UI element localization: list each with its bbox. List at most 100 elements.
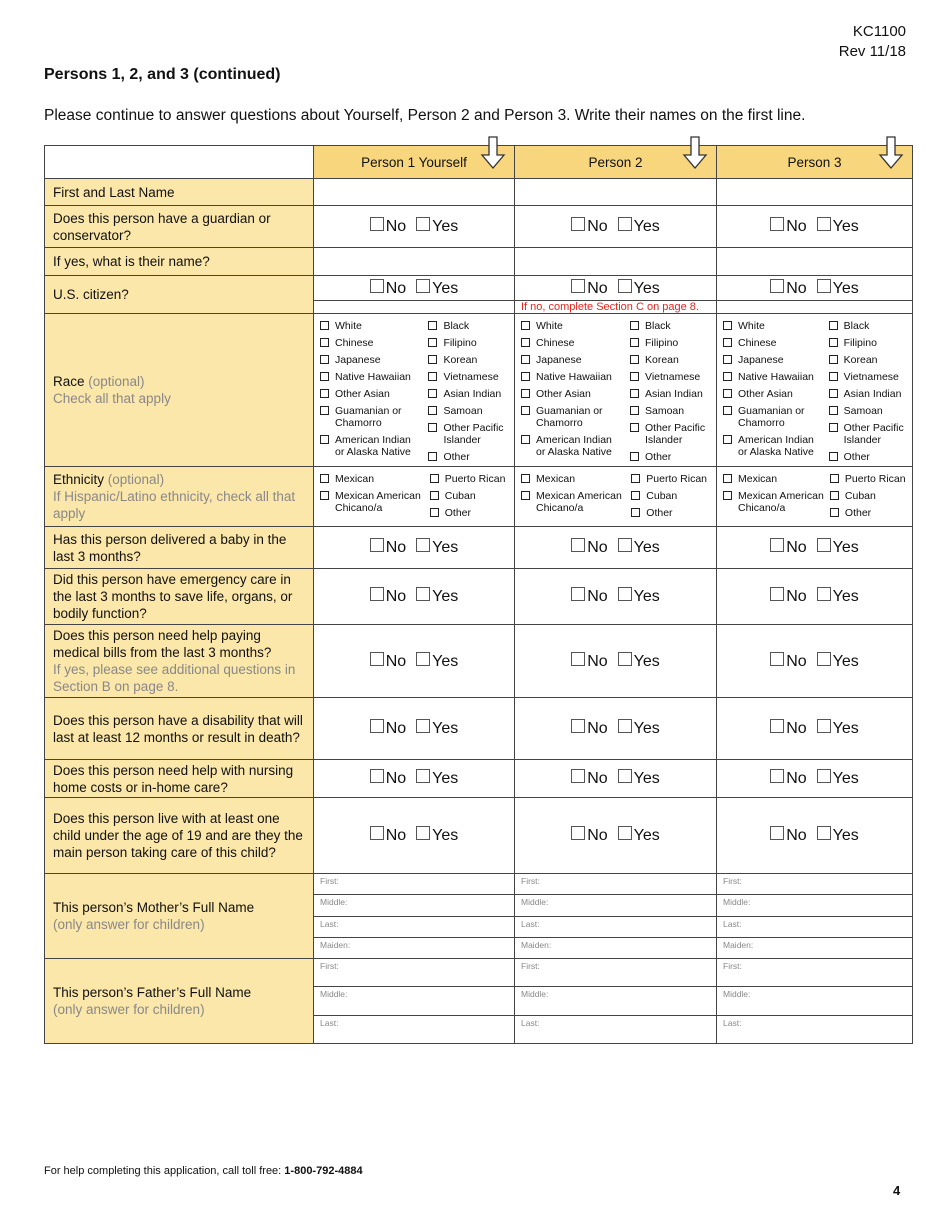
no-option[interactable]: No bbox=[770, 651, 807, 671]
yes-option[interactable]: Yes bbox=[416, 278, 458, 298]
option-guamanian-or-chamorro[interactable]: Guamanian or Chamorro bbox=[723, 405, 829, 429]
option-mexican-american-chicano-a[interactable]: Mexican American Chicano/a bbox=[723, 490, 830, 514]
yes-checkbox[interactable] bbox=[617, 538, 632, 552]
no-checkbox[interactable] bbox=[770, 587, 785, 601]
no-option[interactable]: No bbox=[369, 769, 406, 788]
yes-option[interactable]: Yes bbox=[416, 826, 458, 845]
no-checkbox[interactable] bbox=[571, 587, 586, 601]
option-vietnamese[interactable]: Vietnamese bbox=[428, 371, 514, 383]
yes-option[interactable]: Yes bbox=[416, 651, 458, 671]
yes-checkbox[interactable] bbox=[816, 217, 831, 231]
checkbox[interactable] bbox=[723, 491, 732, 500]
checkbox[interactable] bbox=[828, 452, 838, 461]
guardian_name-person-3-input[interactable] bbox=[716, 247, 913, 276]
yes-option[interactable]: Yes bbox=[816, 538, 859, 557]
checkbox[interactable] bbox=[630, 355, 639, 364]
checkbox[interactable] bbox=[828, 389, 838, 398]
checkbox[interactable] bbox=[320, 321, 329, 330]
checkbox[interactable] bbox=[521, 435, 530, 444]
yes-option[interactable]: Yes bbox=[816, 278, 859, 298]
mother-person-1-middle-field[interactable]: Middle: bbox=[313, 894, 515, 917]
option-black[interactable]: Black bbox=[828, 320, 912, 332]
mother-person-1-last-field[interactable]: Last: bbox=[313, 916, 515, 938]
checkbox[interactable] bbox=[630, 452, 639, 461]
yes-checkbox[interactable] bbox=[816, 651, 831, 666]
checkbox[interactable] bbox=[521, 372, 530, 381]
no-option[interactable]: No bbox=[770, 719, 807, 738]
yes-checkbox[interactable] bbox=[617, 278, 632, 293]
yes-option[interactable]: Yes bbox=[416, 719, 458, 738]
father-person-2-last-field[interactable]: Last: bbox=[514, 1015, 717, 1044]
option-black[interactable]: Black bbox=[630, 320, 716, 332]
yes-option[interactable]: Yes bbox=[416, 587, 458, 606]
checkbox[interactable] bbox=[723, 406, 732, 415]
no-checkbox[interactable] bbox=[571, 769, 586, 783]
yes-checkbox[interactable] bbox=[816, 538, 831, 552]
no-checkbox[interactable] bbox=[770, 719, 785, 733]
option-japanese[interactable]: Japanese bbox=[320, 354, 428, 366]
checkbox[interactable] bbox=[630, 338, 639, 347]
option-other-pacific-islander[interactable]: Other Pacific Islander bbox=[428, 422, 514, 446]
no-checkbox[interactable] bbox=[369, 217, 384, 231]
checkbox[interactable] bbox=[428, 389, 438, 398]
no-option[interactable]: No bbox=[369, 719, 406, 738]
checkbox[interactable] bbox=[320, 435, 329, 444]
yes-checkbox[interactable] bbox=[617, 719, 632, 733]
guardian_name-person-1-input[interactable] bbox=[313, 247, 515, 276]
yes-checkbox[interactable] bbox=[416, 769, 431, 783]
checkbox[interactable] bbox=[320, 491, 329, 500]
mother-person-2-middle-field[interactable]: Middle: bbox=[514, 894, 717, 917]
no-checkbox[interactable] bbox=[770, 651, 785, 666]
option-white[interactable]: White bbox=[723, 320, 829, 332]
name-person-1-input[interactable] bbox=[313, 178, 515, 206]
no-checkbox[interactable] bbox=[571, 719, 586, 733]
no-checkbox[interactable] bbox=[369, 826, 384, 840]
yes-option[interactable]: Yes bbox=[617, 278, 660, 298]
option-native-hawaiian[interactable]: Native Hawaiian bbox=[723, 371, 829, 383]
option-mexican-american-chicano-a[interactable]: Mexican American Chicano/a bbox=[521, 490, 631, 514]
checkbox[interactable] bbox=[320, 355, 329, 364]
mother-person-3-middle-field[interactable]: Middle: bbox=[716, 894, 913, 917]
checkbox[interactable] bbox=[630, 389, 639, 398]
no-option[interactable]: No bbox=[571, 651, 608, 671]
option-cuban[interactable]: Cuban bbox=[429, 490, 514, 502]
no-option[interactable]: No bbox=[369, 538, 406, 557]
option-puerto-rican[interactable]: Puerto Rican bbox=[829, 473, 912, 485]
option-filipino[interactable]: Filipino bbox=[828, 337, 912, 349]
checkbox[interactable] bbox=[320, 389, 329, 398]
checkbox[interactable] bbox=[428, 406, 438, 415]
option-other-pacific-islander[interactable]: Other Pacific Islander bbox=[828, 422, 912, 446]
option-chinese[interactable]: Chinese bbox=[320, 337, 428, 349]
no-option[interactable]: No bbox=[369, 278, 406, 298]
yes-option[interactable]: Yes bbox=[816, 769, 859, 788]
yes-checkbox[interactable] bbox=[617, 217, 632, 231]
yes-option[interactable]: Yes bbox=[416, 538, 458, 557]
checkbox[interactable] bbox=[723, 321, 732, 330]
no-checkbox[interactable] bbox=[770, 826, 785, 840]
option-native-hawaiian[interactable]: Native Hawaiian bbox=[521, 371, 630, 383]
checkbox[interactable] bbox=[723, 355, 732, 364]
checkbox[interactable] bbox=[521, 321, 530, 330]
checkbox[interactable] bbox=[631, 474, 641, 483]
yes-checkbox[interactable] bbox=[416, 538, 431, 552]
father-person-1-last-field[interactable]: Last: bbox=[313, 1015, 515, 1044]
mother-person-3-maiden-field[interactable]: Maiden: bbox=[716, 937, 913, 959]
checkbox[interactable] bbox=[630, 406, 639, 415]
option-japanese[interactable]: Japanese bbox=[521, 354, 630, 366]
father-person-1-middle-field[interactable]: Middle: bbox=[313, 986, 515, 1016]
option-asian-indian[interactable]: Asian Indian bbox=[630, 388, 716, 400]
option-vietnamese[interactable]: Vietnamese bbox=[630, 371, 716, 383]
option-mexican[interactable]: Mexican bbox=[521, 473, 631, 485]
yes-option[interactable]: Yes bbox=[816, 587, 859, 606]
checkbox[interactable] bbox=[829, 474, 839, 483]
checkbox[interactable] bbox=[320, 338, 329, 347]
checkbox[interactable] bbox=[521, 474, 530, 483]
no-option[interactable]: No bbox=[770, 587, 807, 606]
no-checkbox[interactable] bbox=[571, 538, 586, 552]
no-option[interactable]: No bbox=[571, 538, 608, 557]
option-other[interactable]: Other bbox=[829, 507, 912, 519]
no-checkbox[interactable] bbox=[571, 826, 586, 840]
option-white[interactable]: White bbox=[320, 320, 428, 332]
no-option[interactable]: No bbox=[571, 587, 608, 606]
yes-checkbox[interactable] bbox=[416, 217, 431, 231]
